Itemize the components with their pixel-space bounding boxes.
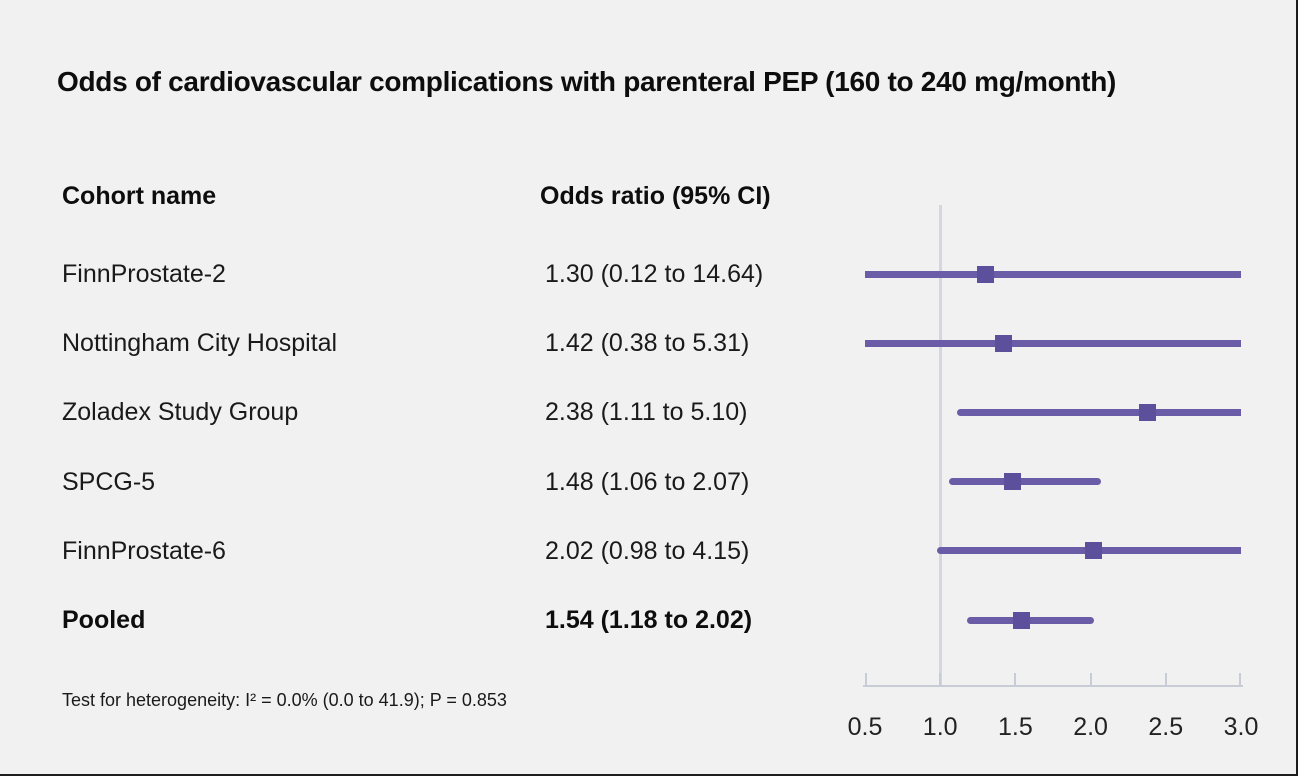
- heterogeneity-footnote: Test for heterogeneity: I² = 0.0% (0.0 t…: [62, 690, 507, 710]
- axis-tick: [1239, 673, 1241, 687]
- point-estimate-marker: [1085, 542, 1103, 560]
- row-label: Zoladex Study Group: [62, 398, 299, 427]
- axis-tick-label: 3.0: [1223, 713, 1259, 741]
- point-estimate-marker: [994, 334, 1012, 352]
- point-estimate-marker: [1012, 611, 1030, 629]
- reference-line: [938, 205, 942, 687]
- axis-tick-label: 0.5: [847, 713, 883, 741]
- axis-tick-label: 2.0: [1073, 713, 1108, 741]
- row-label: FinnProstate-6: [62, 536, 226, 565]
- row-value: 1.48 (1.06 to 2.07): [545, 467, 750, 496]
- ci-line: [865, 270, 1241, 278]
- axis-tick-label: 2.5: [1148, 713, 1184, 741]
- ci-line: [865, 339, 1241, 347]
- row-value: 2.38 (1.11 to 5.10): [545, 398, 748, 427]
- ci-line: [967, 616, 1094, 624]
- axis-tick: [865, 673, 867, 687]
- row-value: 1.30 (0.12 to 14.64): [545, 260, 764, 288]
- chart-title: Odds of cardiovascular complications wit…: [57, 66, 1117, 97]
- point-estimate-marker: [1139, 403, 1157, 421]
- axis-tick-label: 1.0: [922, 713, 958, 741]
- ci-line: [949, 478, 1102, 486]
- column-header-odds-ratio: Odds ratio (95% CI): [540, 182, 771, 210]
- point-estimate-marker: [976, 265, 994, 283]
- row-label: SPCG-5: [62, 467, 156, 496]
- row-value: 1.54 (1.18 to 2.02): [545, 606, 753, 634]
- point-estimate-marker: [1003, 473, 1021, 491]
- row-label: Nottingham City Hospital: [62, 329, 338, 358]
- axis-tick: [1089, 673, 1092, 687]
- column-header-cohort: Cohort name: [62, 182, 217, 210]
- axis-tick-label: 1.5: [998, 713, 1033, 741]
- row-value: 2.02 (0.98 to 4.15): [545, 536, 750, 565]
- axis-tick: [1014, 673, 1017, 687]
- axis-tick: [939, 673, 942, 687]
- row-value: 1.42 (0.38 to 5.31): [545, 329, 750, 358]
- plot-area: [863, 205, 1243, 687]
- row-label: FinnProstate-2: [62, 260, 226, 288]
- x-axis-line: [863, 685, 1243, 687]
- ci-line: [956, 408, 1241, 416]
- axis-tick: [1164, 673, 1167, 687]
- row-label: Pooled: [62, 606, 146, 634]
